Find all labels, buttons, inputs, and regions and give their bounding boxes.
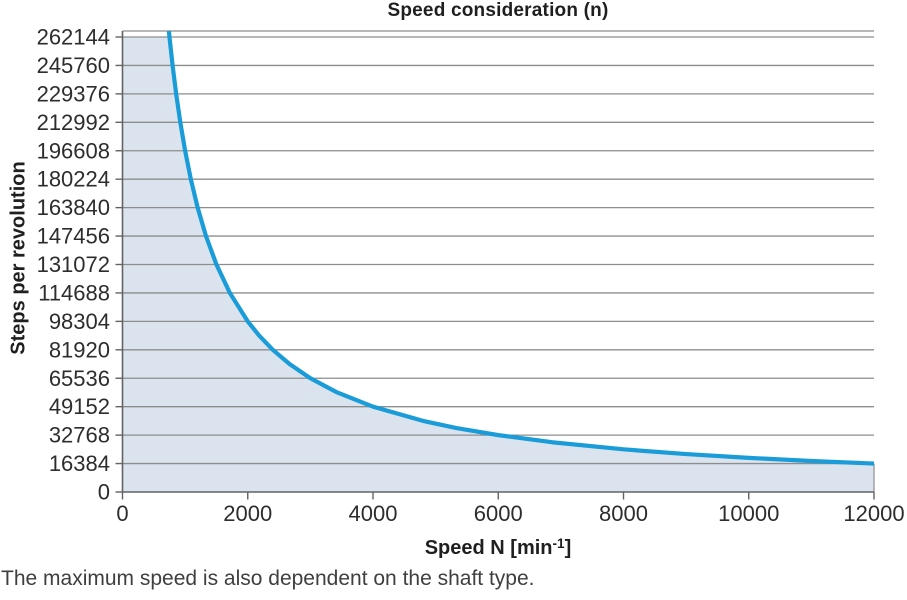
x-axis-title: Speed N [min-1]	[122, 536, 874, 560]
speed-curve	[166, 30, 875, 466]
y-axis-title: Steps per revolution	[7, 161, 30, 355]
y-tick-label: 180224	[37, 167, 110, 192]
x-tick-label: 0	[116, 501, 128, 526]
y-tick-label: 147456	[37, 224, 110, 249]
x-tick-label: 8000	[599, 501, 648, 526]
y-tick-label: 65536	[49, 366, 110, 391]
y-tick-label: 196608	[37, 138, 110, 163]
x-tick-label: 10000	[718, 501, 779, 526]
chart-title: Speed consideration (n)	[387, 0, 609, 21]
x-axis-title-superscript: -1	[552, 536, 565, 551]
y-tick-label: 81920	[49, 337, 110, 362]
y-tick-label: 262144	[37, 25, 110, 50]
y-tick-label: 16384	[49, 451, 110, 476]
y-tick-label: 131072	[37, 252, 110, 277]
x-tick-label: 12000	[843, 501, 904, 526]
x-tick-label: 2000	[223, 501, 272, 526]
y-tick-labels: 0 16384 32768 49152 65536 81920 98304 114688 131…	[37, 25, 123, 505]
y-tick-label: 32768	[49, 423, 110, 448]
x-axis-title-post: ]	[564, 537, 572, 559]
y-tick-label: 163840	[37, 195, 110, 220]
x-tick-label: 6000	[474, 501, 523, 526]
y-tick-label: 114688	[38, 280, 110, 305]
x-tick-labels: 0 2000 4000 6000 8000 10000 12000	[116, 492, 905, 526]
x-axis-title-pre: Speed N [min	[424, 537, 553, 559]
gridlines	[122, 30, 874, 465]
y-tick-label: 212992	[37, 110, 110, 135]
y-tick-label: 0	[98, 480, 110, 505]
y-tick-label: 229376	[37, 81, 110, 106]
y-tick-label: 245760	[37, 53, 110, 78]
y-tick-label: 98304	[49, 309, 110, 334]
y-tick-label: 49152	[49, 394, 110, 419]
x-tick-label: 4000	[349, 501, 398, 526]
chart-caption: The maximum speed is also dependent on t…	[1, 567, 535, 590]
